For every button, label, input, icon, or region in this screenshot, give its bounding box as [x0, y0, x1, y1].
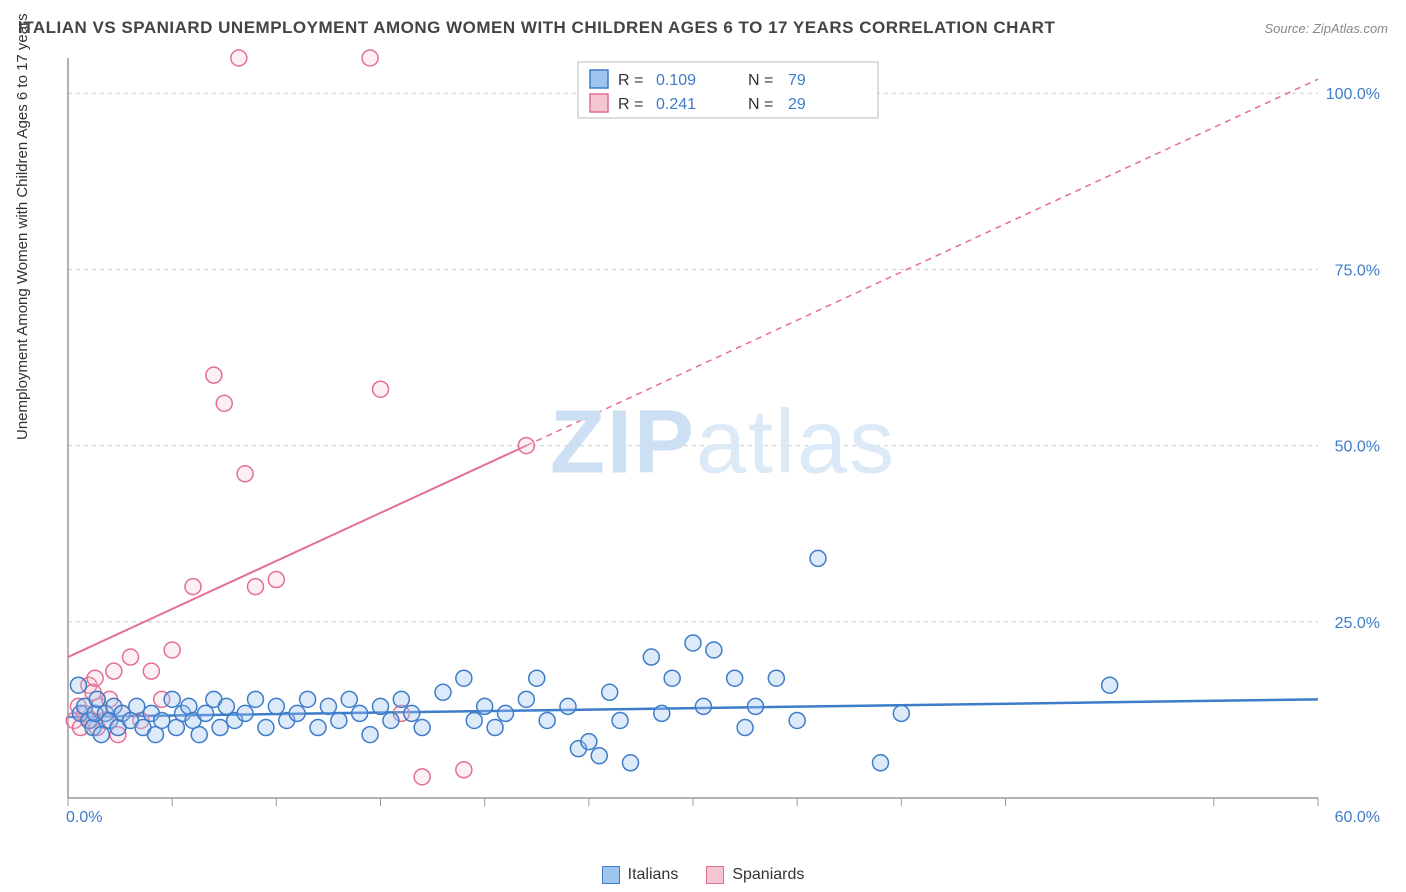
svg-text:N =: N =	[748, 72, 773, 89]
chart-title: ITALIAN VS SPANIARD UNEMPLOYMENT AMONG W…	[18, 18, 1055, 38]
svg-text:25.0%: 25.0%	[1335, 615, 1380, 632]
svg-text:R =: R =	[618, 72, 643, 89]
svg-text:100.0%: 100.0%	[1326, 86, 1380, 103]
legend-swatch-spaniards	[706, 866, 724, 884]
legend-label-italians: Italians	[628, 866, 679, 884]
legend-label-spaniards: Spaniards	[732, 866, 804, 884]
y-axis-label: Unemployment Among Women with Children A…	[14, 13, 31, 440]
svg-text:N =: N =	[748, 96, 773, 113]
chart-header: ITALIAN VS SPANIARD UNEMPLOYMENT AMONG W…	[18, 18, 1388, 38]
svg-text:0.0%: 0.0%	[66, 809, 102, 826]
chart-area: 25.0% 50.0% 75.0% 100.0% 0.0% 60.0% R = 0.109 N …	[58, 48, 1388, 838]
svg-text:75.0%: 75.0%	[1335, 262, 1380, 279]
svg-text:R =: R =	[618, 96, 643, 113]
svg-text:0.241: 0.241	[656, 96, 696, 113]
svg-text:50.0%: 50.0%	[1335, 439, 1380, 456]
legend-item-spaniards: Spaniards	[706, 866, 804, 884]
scatter-plot: 25.0% 50.0% 75.0% 100.0% 0.0% 60.0% R = 0.109 N …	[58, 48, 1388, 838]
legend-item-italians: Italians	[602, 866, 679, 884]
svg-text:60.0%: 60.0%	[1335, 809, 1380, 826]
bottom-legend: Italians Spaniards	[0, 866, 1406, 884]
legend-swatch-italians	[602, 866, 620, 884]
source-attribution: Source: ZipAtlas.com	[1264, 21, 1388, 36]
svg-text:0.109: 0.109	[656, 72, 696, 89]
svg-text:79: 79	[788, 72, 806, 89]
svg-text:29: 29	[788, 96, 806, 113]
